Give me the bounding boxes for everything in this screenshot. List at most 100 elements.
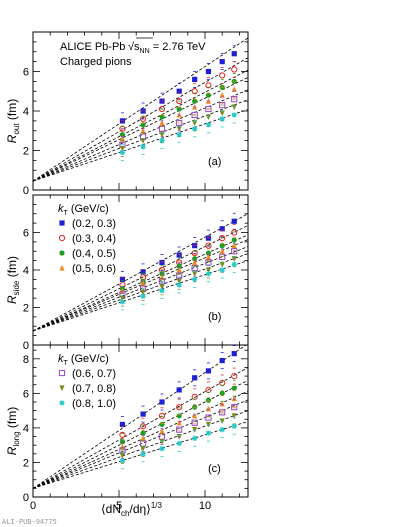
legend-marker xyxy=(59,220,65,226)
legend-title: kT (GeV/c) xyxy=(58,203,109,217)
data-point xyxy=(192,276,198,282)
data-point xyxy=(176,440,182,447)
data-point xyxy=(219,243,225,249)
data-point xyxy=(219,261,225,268)
fit-line xyxy=(33,37,248,182)
data-point xyxy=(176,252,182,258)
fit-line xyxy=(33,345,247,489)
data-point xyxy=(159,138,165,144)
header-line2: Charged pions xyxy=(60,56,132,68)
legend-title: kT (GeV/c) xyxy=(58,353,109,367)
data-point xyxy=(219,72,226,79)
y-tick-label: 0 xyxy=(23,492,29,504)
data-point xyxy=(176,278,182,285)
data-point xyxy=(119,149,126,156)
data-point xyxy=(219,110,225,117)
y-tick-label: 4 xyxy=(23,423,29,435)
x-tick-label: 0 xyxy=(30,500,36,512)
legend-label: (0.4, 0.5) xyxy=(72,248,116,260)
data-point xyxy=(140,122,146,128)
data-point xyxy=(205,259,212,266)
data-point xyxy=(205,253,212,260)
data-point xyxy=(231,423,237,429)
data-point xyxy=(140,127,146,134)
data-point xyxy=(140,435,146,441)
data-point xyxy=(219,116,225,122)
header-line1: ALICE Pb-Pb xyxy=(60,41,125,53)
fit-line xyxy=(33,99,248,182)
data-point xyxy=(231,413,237,419)
data-point xyxy=(192,126,198,132)
data-point xyxy=(219,267,225,273)
legend-label: (0.2, 0.3) xyxy=(72,218,116,230)
y-tick-label: 0 xyxy=(23,185,29,197)
data-point xyxy=(192,76,198,82)
data-point xyxy=(219,101,226,109)
data-point xyxy=(158,105,166,113)
data-point xyxy=(219,390,225,396)
fit-line xyxy=(33,390,248,489)
fit-line xyxy=(33,57,248,182)
data-point xyxy=(192,271,198,277)
data-point xyxy=(159,271,165,277)
y-tick-label: 0 xyxy=(23,340,29,352)
legend-label: (0.7, 0.8) xyxy=(72,383,116,395)
data-point xyxy=(191,88,198,95)
x-tick-label: 10 xyxy=(199,500,211,512)
panel-tag: (a) xyxy=(208,156,221,168)
panel-tag: (c) xyxy=(208,463,221,475)
data-point xyxy=(205,430,212,436)
data-point xyxy=(119,458,126,464)
data-point xyxy=(119,135,126,142)
data-point xyxy=(119,421,126,428)
data-point xyxy=(192,404,198,410)
data-point xyxy=(176,387,182,393)
watermark: ALI-PUB-94775 xyxy=(2,518,57,526)
data-point xyxy=(159,421,165,428)
data-point xyxy=(231,248,238,255)
plot-frame xyxy=(32,344,249,498)
data-point xyxy=(176,88,182,94)
legend-marker xyxy=(59,264,65,271)
panel-2: 0 2 4 6 Rside (fm) (b) kT (GeV/c)(0.2, 0.3) (0.… xyxy=(5,194,249,352)
data-point xyxy=(119,295,126,302)
plot-area xyxy=(33,345,248,489)
fit-line xyxy=(33,69,248,182)
data-point xyxy=(140,293,146,299)
data-point xyxy=(140,269,146,275)
data-point xyxy=(159,446,165,452)
data-point xyxy=(231,112,237,118)
data-point xyxy=(192,375,198,381)
data-point xyxy=(231,385,237,391)
data-point xyxy=(219,59,225,65)
data-point xyxy=(219,253,226,260)
data-point xyxy=(205,235,212,241)
data-point xyxy=(176,126,182,132)
data-point xyxy=(159,259,165,266)
data-point xyxy=(191,419,198,426)
fit-line xyxy=(33,239,248,332)
data-point xyxy=(176,433,182,440)
data-point xyxy=(205,271,212,277)
data-point xyxy=(158,125,166,132)
y-tick-label: 2 xyxy=(23,146,29,158)
data-point xyxy=(205,414,212,421)
data-point xyxy=(192,412,198,419)
legend-marker xyxy=(59,385,65,392)
x-axis-label: ⟨dNch/dη⟩1/3 xyxy=(101,501,163,518)
data-point xyxy=(205,122,212,128)
fit-line xyxy=(33,260,248,332)
data-point xyxy=(192,98,198,104)
data-point xyxy=(176,413,182,419)
data-point xyxy=(176,106,182,112)
data-point xyxy=(176,98,183,105)
legend-marker xyxy=(58,234,66,242)
data-point xyxy=(140,138,146,144)
data-point xyxy=(205,242,212,249)
fit-line xyxy=(33,234,248,332)
data-point xyxy=(205,92,212,98)
data-point xyxy=(176,282,182,288)
y-tick-label: 2 xyxy=(23,303,29,315)
fit-line xyxy=(33,421,248,489)
